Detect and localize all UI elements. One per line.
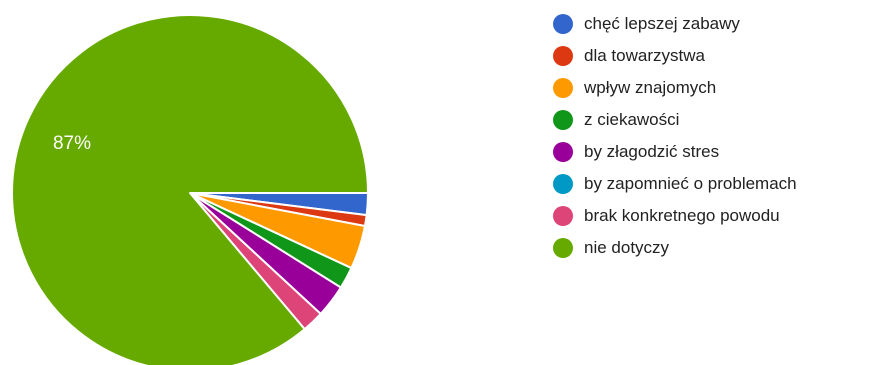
legend-swatch bbox=[553, 14, 573, 34]
legend-swatch bbox=[553, 206, 573, 226]
legend-item-wplyw-znajomych[interactable]: wpływ znajomych bbox=[553, 72, 797, 104]
legend-label: chęć lepszej zabawy bbox=[584, 14, 740, 33]
legend-item-nie-dotyczy[interactable]: nie dotyczy bbox=[553, 232, 797, 264]
legend-label: brak konkretnego powodu bbox=[584, 206, 780, 225]
legend-swatch bbox=[553, 46, 573, 66]
pie-slices bbox=[11, 14, 369, 365]
legend-item-by-zapomniec-o-problemach[interactable]: by zapomnieć o problemach bbox=[553, 168, 797, 200]
chart-legend: chęć lepszej zabawy dla towarzystwa wpływ … bbox=[553, 8, 797, 264]
legend-item-chec-lepszej-zabawy[interactable]: chęć lepszej zabawy bbox=[553, 8, 797, 40]
legend-swatch bbox=[553, 174, 573, 194]
legend-item-by-zlagodzic-stres[interactable]: by złagodzić stres bbox=[553, 136, 797, 168]
pie-data-labels: 87% bbox=[53, 133, 91, 154]
legend-label: dla towarzystwa bbox=[584, 46, 705, 65]
legend-label: by złagodzić stres bbox=[584, 142, 720, 161]
legend-label: z ciekawości bbox=[584, 110, 680, 129]
legend-label: nie dotyczy bbox=[584, 238, 670, 257]
legend-swatch bbox=[553, 142, 573, 162]
pie-slice-nie-dotyczy[interactable] bbox=[11, 14, 369, 365]
legend-label: by zapomnieć o problemach bbox=[584, 174, 797, 193]
legend-item-dla-towarzystwa[interactable]: dla towarzystwa bbox=[553, 40, 797, 72]
legend-item-z-ciekawosci[interactable]: z ciekawości bbox=[553, 104, 797, 136]
legend-swatch bbox=[553, 78, 573, 98]
data-label-nie-dotyczy: 87% bbox=[53, 133, 91, 154]
legend-item-brak-konkretnego-powodu[interactable]: brak konkretnego powodu bbox=[553, 200, 797, 232]
legend-label: wpływ znajomych bbox=[584, 78, 717, 97]
legend-swatch bbox=[553, 238, 573, 258]
legend-swatch bbox=[553, 110, 573, 130]
